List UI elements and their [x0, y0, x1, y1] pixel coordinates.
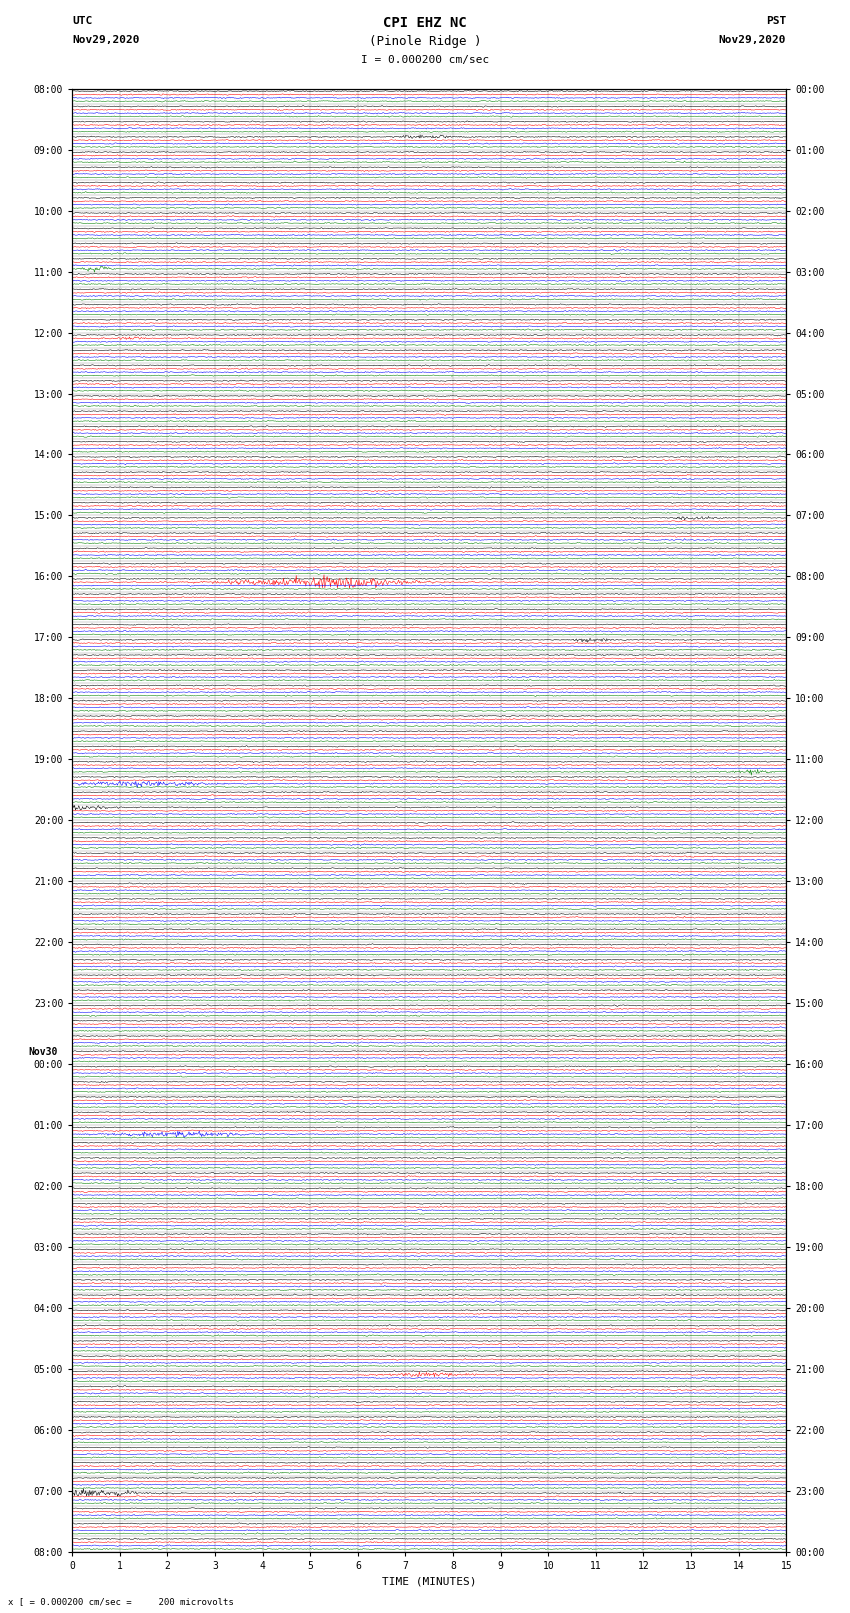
Text: PST: PST: [766, 16, 786, 26]
Text: Nov29,2020: Nov29,2020: [72, 35, 139, 45]
Text: I = 0.000200 cm/sec: I = 0.000200 cm/sec: [361, 55, 489, 65]
Text: Nov29,2020: Nov29,2020: [719, 35, 786, 45]
Text: CPI EHZ NC: CPI EHZ NC: [383, 16, 467, 31]
X-axis label: TIME (MINUTES): TIME (MINUTES): [382, 1576, 477, 1586]
Text: UTC: UTC: [72, 16, 93, 26]
Text: (Pinole Ridge ): (Pinole Ridge ): [369, 35, 481, 48]
Text: Nov30: Nov30: [28, 1047, 57, 1057]
Text: x [ = 0.000200 cm/sec =     200 microvolts: x [ = 0.000200 cm/sec = 200 microvolts: [8, 1597, 235, 1607]
